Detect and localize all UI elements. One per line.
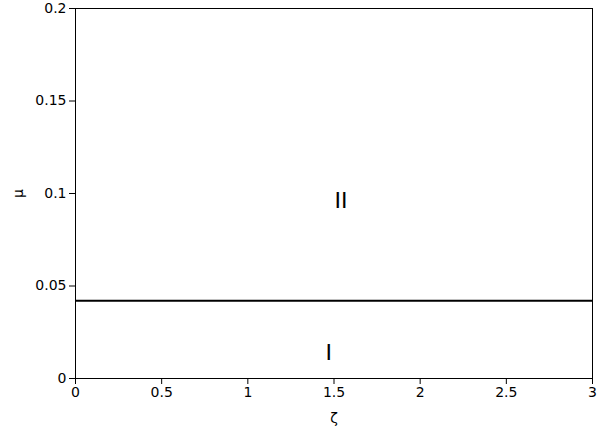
svg-text:0.15: 0.15 (35, 92, 66, 108)
svg-text:I: I (326, 340, 333, 365)
svg-text:1: 1 (243, 384, 252, 400)
svg-text:0.1: 0.1 (44, 185, 66, 201)
svg-text:0: 0 (71, 384, 80, 400)
svg-text:0.2: 0.2 (44, 0, 66, 16)
svg-text:II: II (334, 188, 347, 213)
svg-text:0.5: 0.5 (151, 384, 173, 400)
svg-text:μ: μ (10, 189, 26, 198)
svg-text:ζ: ζ (330, 410, 338, 426)
svg-text:0.05: 0.05 (35, 277, 66, 293)
svg-text:1.5: 1.5 (323, 384, 345, 400)
svg-text:2.5: 2.5 (495, 384, 517, 400)
svg-text:2: 2 (416, 384, 425, 400)
svg-text:0: 0 (58, 370, 67, 386)
svg-text:3: 3 (588, 384, 597, 400)
